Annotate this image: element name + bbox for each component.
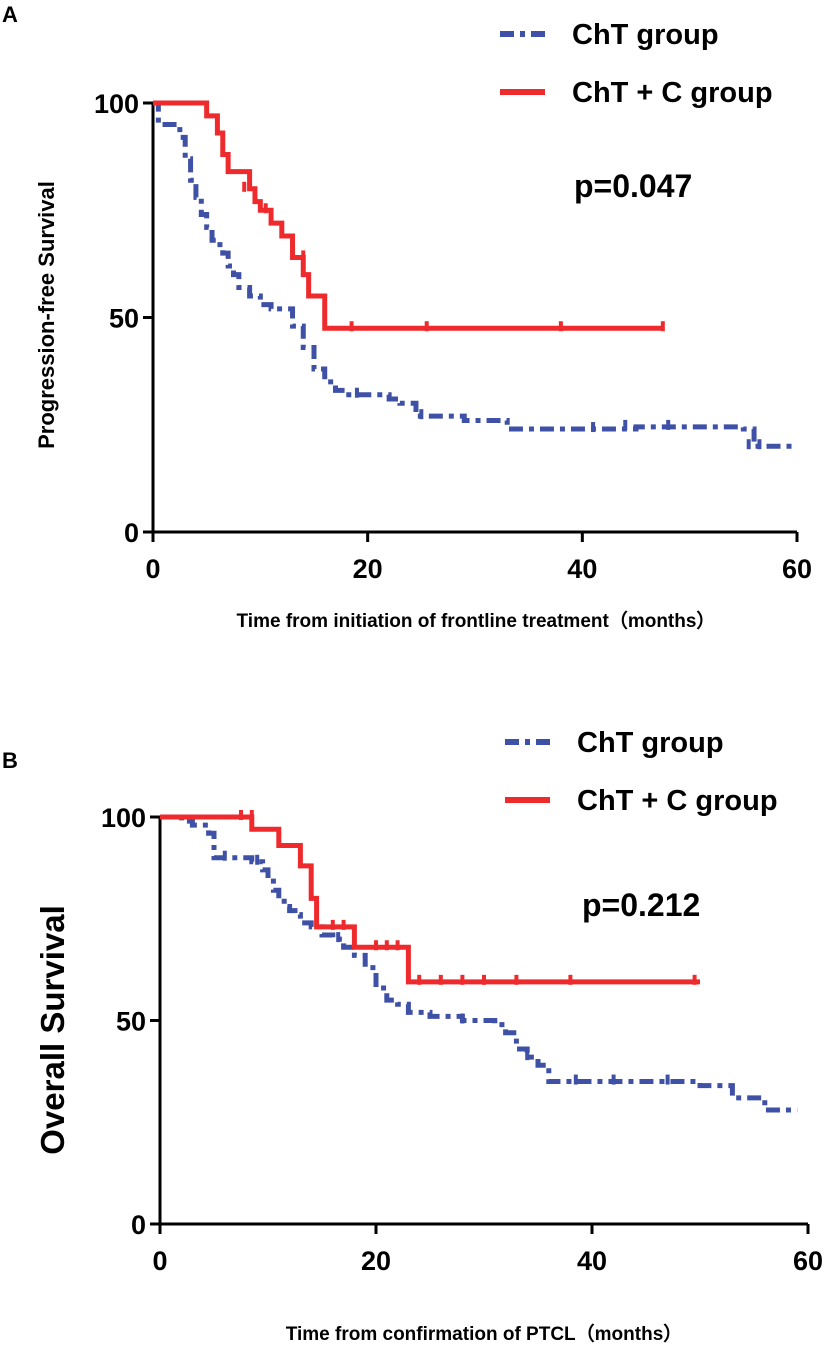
panel-b-pvalue: p=0.212: [582, 887, 700, 923]
y-tick-label: 50: [109, 304, 139, 334]
panel-a: A ChT group ChT + C group p=0.047 Progre…: [2, 2, 812, 632]
panel-a-plot: [153, 100, 797, 450]
chtc-survival-curve: [153, 100, 663, 331]
y-tick-label: 0: [124, 518, 139, 548]
legend-cht-label: ChT group: [572, 19, 719, 51]
panel-a-label: A: [2, 2, 18, 27]
panel-b: B ChT group ChT + C group p=0.212 Overal…: [2, 727, 823, 1345]
panel-a-legend: ChT group ChT + C group: [500, 19, 773, 109]
x-tick-label: 0: [145, 554, 160, 584]
panel-a-pvalue: p=0.047: [574, 168, 692, 204]
x-tick-label: 20: [353, 554, 383, 584]
cht-survival-curve: [153, 100, 797, 449]
x-tick-label: 0: [152, 1246, 167, 1276]
y-tick-label: 50: [116, 1007, 146, 1037]
y-tick-label: 100: [94, 89, 139, 119]
x-tick-label: 60: [793, 1246, 823, 1276]
panel-b-plot: [160, 810, 798, 1113]
legend-chtc-label: ChT + C group: [577, 785, 778, 817]
panel-b-xlabel: Time from confirmation of PTCL（months）: [286, 1322, 683, 1345]
y-tick-label: 100: [101, 803, 146, 833]
panel-a-axes: 0 50 100 0 20 40 60: [94, 89, 812, 584]
panel-a-xlabel: Time from initiation of frontline treatm…: [237, 609, 716, 632]
panel-b-axes: 0 50 100 0 20 40 60: [101, 803, 823, 1276]
y-tick-label: 0: [131, 1210, 146, 1240]
x-tick-label: 40: [577, 1246, 607, 1276]
panel-b-legend: ChT group ChT + C group: [505, 727, 778, 817]
panel-b-label: B: [2, 748, 18, 773]
legend-cht-label: ChT group: [577, 727, 724, 759]
cht-survival-curve: [160, 814, 798, 1113]
x-tick-label: 40: [567, 554, 597, 584]
panel-a-ylabel: Progression-free Survival: [34, 181, 59, 449]
panel-b-ylabel: Overall Survival: [34, 905, 71, 1154]
legend-chtc-label: ChT + C group: [572, 77, 773, 109]
x-tick-label: 20: [361, 1246, 391, 1276]
x-tick-label: 60: [782, 554, 812, 584]
